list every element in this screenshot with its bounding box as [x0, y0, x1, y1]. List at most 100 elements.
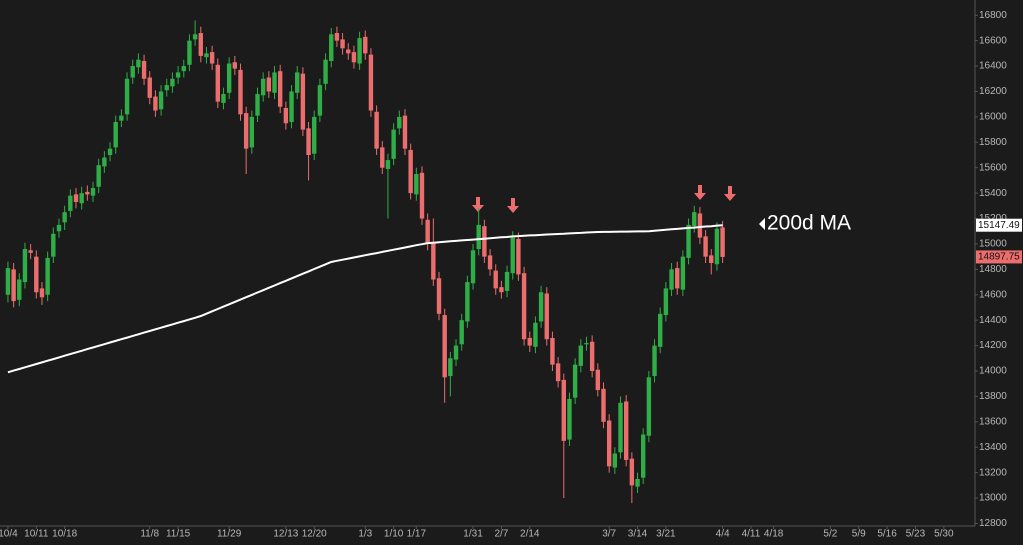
candle-body — [79, 193, 84, 204]
y-tick-label: 15000 — [979, 239, 1007, 250]
candle-body — [221, 94, 226, 103]
candle-body — [90, 188, 96, 196]
candle-body — [198, 33, 203, 56]
y-tick-label: 15800 — [979, 137, 1007, 148]
candle-body — [459, 320, 464, 345]
candle-body — [340, 39, 345, 49]
candle-body — [300, 73, 306, 130]
y-tick-label: 16800 — [979, 10, 1007, 21]
candle-body — [11, 269, 16, 302]
candle-body — [102, 157, 107, 167]
candle-body — [277, 71, 283, 107]
candle-body — [442, 315, 447, 378]
candle-body — [334, 33, 340, 41]
candle-body — [487, 255, 493, 270]
candle-body — [635, 478, 640, 487]
y-tick-label: 14000 — [979, 366, 1007, 377]
candle-body — [266, 77, 272, 92]
x-tick-label: 4/4 — [716, 529, 730, 540]
candle-body — [289, 91, 294, 122]
x-tick-label: 4/18 — [764, 529, 784, 540]
x-tick-label: 2/7 — [494, 529, 508, 540]
y-tick-label: 16400 — [979, 61, 1007, 72]
x-tick-label: 3/14 — [628, 529, 648, 540]
candle-body — [578, 345, 584, 366]
candle-body — [612, 453, 618, 468]
signal-arrows — [472, 185, 736, 213]
candle-body — [538, 292, 544, 322]
candle-body — [703, 236, 708, 257]
arrow — [472, 197, 484, 212]
candle-body — [158, 91, 164, 110]
candle-body — [295, 72, 300, 93]
x-tick-label: 5/2 — [823, 529, 837, 540]
candle-body — [493, 270, 498, 289]
ma-price-label: 15147.49 — [978, 220, 1020, 231]
candle-body — [709, 255, 714, 263]
x-tick-label: 12/20 — [302, 529, 327, 540]
candle-body — [675, 268, 680, 289]
candle-body — [283, 107, 289, 124]
x-tick-label: 2/14 — [520, 529, 540, 540]
candle-body — [533, 322, 538, 347]
last-price-label: 14897.75 — [978, 252, 1020, 263]
ma-price-box — [976, 218, 1022, 232]
candle-body — [119, 115, 124, 121]
candle-body — [243, 113, 249, 149]
candle-body — [34, 256, 39, 293]
candle-body — [385, 160, 391, 169]
candle-body — [669, 269, 674, 290]
candle-body — [5, 268, 11, 295]
x-tick-label: 12/13 — [273, 529, 298, 540]
x-tick-label: 1/31 — [463, 529, 483, 540]
candle-body — [153, 96, 158, 111]
x-tick-label: 1/17 — [407, 529, 427, 540]
candle-body — [550, 337, 555, 365]
candle-body — [175, 72, 181, 78]
candle-body — [589, 341, 595, 371]
candle-body — [215, 64, 221, 102]
candle-body — [51, 233, 56, 257]
candle-body — [136, 59, 141, 68]
x-tick-label: 3/21 — [656, 529, 676, 540]
candle-body — [187, 40, 192, 65]
candle-body — [260, 78, 266, 96]
x-tick-label: 11/15 — [166, 529, 191, 540]
candle-body — [521, 273, 527, 340]
candle-body — [680, 256, 686, 290]
x-tick-label: 10/4 — [0, 529, 18, 540]
y-tick-label: 16600 — [979, 35, 1007, 46]
candle-body — [544, 293, 549, 340]
arrow — [507, 198, 519, 213]
candle-body — [584, 343, 589, 345]
y-tick-label: 15400 — [979, 188, 1007, 199]
y-tick-label: 14800 — [979, 264, 1007, 275]
moving-average-line — [7, 224, 723, 374]
candle-body — [238, 69, 243, 115]
y-tick-label: 16200 — [979, 86, 1007, 97]
x-tick-label: 1/3 — [358, 529, 372, 540]
candle-body — [595, 369, 601, 391]
candles — [5, 20, 725, 504]
x-tick-label: 10/11 — [24, 529, 49, 540]
y-tick-label: 15600 — [979, 162, 1007, 173]
candle-body — [448, 358, 453, 377]
candle-body — [329, 34, 334, 61]
candle-body — [351, 52, 357, 63]
candle-body — [510, 237, 515, 274]
candle-body — [22, 249, 28, 283]
candle-body — [397, 116, 402, 129]
x-tick-label: 5/16 — [877, 529, 897, 540]
candle-body — [499, 287, 504, 293]
candle-body — [170, 78, 175, 87]
candle-body — [697, 213, 703, 238]
candle-body — [192, 34, 198, 40]
candle-body — [272, 72, 277, 93]
candle-body — [453, 345, 459, 360]
candle-body — [181, 66, 186, 72]
x-tick-label: 3/7 — [602, 529, 616, 540]
y-tick-label: 12800 — [979, 518, 1007, 529]
x-tick-label: 10/18 — [52, 529, 77, 540]
candle-body — [107, 148, 113, 156]
candle-body — [209, 52, 215, 64]
